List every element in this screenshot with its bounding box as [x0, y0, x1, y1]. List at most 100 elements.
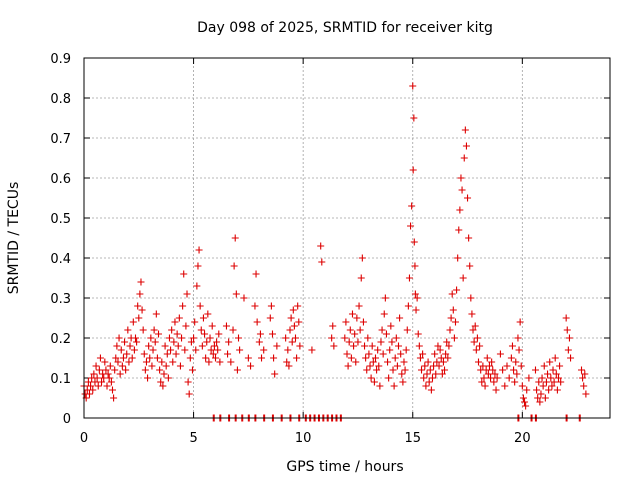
data-point	[517, 362, 525, 370]
plot-frame	[83, 57, 611, 419]
data-point	[95, 366, 103, 374]
data-point	[198, 342, 206, 350]
data-point	[113, 342, 121, 350]
data-point	[84, 378, 92, 386]
data-point	[549, 366, 557, 374]
data-point	[188, 366, 196, 374]
data-point	[447, 314, 455, 322]
data-point	[214, 346, 222, 354]
data-point	[96, 354, 104, 362]
data-point	[521, 398, 529, 406]
data-point	[294, 302, 302, 310]
data-point	[393, 362, 401, 370]
data-point	[255, 338, 263, 346]
data-point	[222, 322, 230, 330]
data-point	[564, 346, 572, 354]
data-point	[460, 154, 468, 162]
data-point	[184, 378, 192, 386]
data-point	[158, 358, 166, 366]
data-point	[358, 254, 366, 262]
data-point	[485, 362, 493, 370]
data-point	[434, 342, 442, 350]
data-point	[195, 246, 203, 254]
data-point	[356, 326, 364, 334]
data-point	[407, 222, 415, 230]
data-point	[224, 350, 232, 358]
data-point	[164, 374, 172, 382]
data-point	[341, 334, 349, 342]
data-point	[513, 370, 521, 378]
data-point	[451, 318, 459, 326]
data-point	[260, 346, 268, 354]
data-point	[233, 366, 241, 374]
data-point	[556, 362, 564, 370]
data-point	[271, 370, 279, 378]
data-point	[94, 382, 102, 390]
data-point	[481, 382, 489, 390]
data-point	[247, 362, 255, 370]
data-point	[196, 302, 204, 310]
data-point	[536, 398, 544, 406]
data-point	[484, 370, 492, 378]
data-point	[398, 370, 406, 378]
data-point	[287, 314, 295, 322]
data-point	[467, 294, 475, 302]
data-point	[140, 350, 148, 358]
data-point	[391, 354, 399, 362]
data-point	[563, 326, 571, 334]
data-point	[522, 402, 530, 410]
data-point	[578, 366, 586, 374]
data-point	[438, 370, 446, 378]
data-point	[487, 374, 495, 382]
data-point	[416, 354, 424, 362]
data-point	[186, 354, 194, 362]
data-point	[473, 334, 481, 342]
data-points	[80, 82, 590, 422]
data-point	[366, 362, 374, 370]
data-point	[123, 350, 131, 358]
data-point	[395, 342, 403, 350]
data-point	[541, 394, 549, 402]
data-point	[371, 354, 379, 362]
data-point	[554, 374, 562, 382]
data-point	[149, 346, 157, 354]
data-point	[139, 326, 147, 334]
data-point	[344, 362, 352, 370]
data-point	[421, 362, 429, 370]
data-point	[354, 338, 362, 346]
data-point	[190, 334, 198, 342]
data-point	[270, 354, 278, 362]
data-point	[266, 314, 274, 322]
data-point	[148, 362, 156, 370]
data-point	[105, 374, 113, 382]
data-point	[111, 366, 119, 374]
data-point	[185, 390, 193, 398]
data-point	[213, 338, 221, 346]
data-point	[348, 310, 356, 318]
data-point	[194, 262, 202, 270]
data-point	[285, 362, 293, 370]
data-point	[207, 346, 215, 354]
data-point	[197, 326, 205, 334]
data-point	[171, 318, 179, 326]
data-point	[539, 382, 547, 390]
data-point	[470, 338, 478, 346]
data-point	[168, 326, 176, 334]
data-point	[518, 382, 526, 390]
data-point	[400, 358, 408, 366]
data-point	[489, 366, 497, 374]
data-point	[519, 394, 527, 402]
data-point	[286, 326, 294, 334]
x-tick-label: 20	[514, 431, 531, 446]
data-point	[581, 370, 589, 378]
data-point	[432, 370, 440, 378]
y-tick-label: 0.7	[50, 132, 71, 147]
data-point	[363, 366, 371, 374]
data-point	[580, 382, 588, 390]
data-point	[378, 326, 386, 334]
data-point	[329, 322, 337, 330]
data-point	[379, 350, 387, 358]
grid-lines	[84, 58, 610, 418]
data-point	[350, 342, 358, 350]
data-point	[230, 262, 238, 270]
